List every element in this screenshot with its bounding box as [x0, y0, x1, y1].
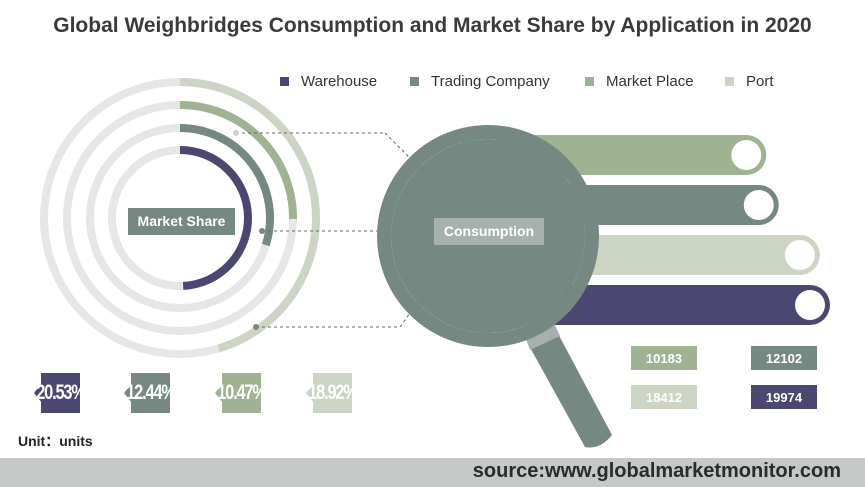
value-box-market-place: 10183: [631, 346, 697, 370]
consumption-bar-cap-trading-company: [743, 190, 774, 220]
chart-title: Global Weighbridges Consumption and Mark…: [53, 14, 812, 37]
market-share-label: Market Share: [138, 213, 226, 229]
magnifier: [377, 125, 612, 448]
market-share-rings: [40, 78, 320, 358]
consumption-label-box: Consumption: [434, 218, 544, 245]
leader-dot-bottom: [253, 324, 259, 330]
legend-item-market-place: Market Place: [585, 73, 725, 90]
legend-item-warehouse: Warehouse: [280, 73, 410, 90]
legend-swatch-trading-company: [410, 77, 419, 86]
consumption-bar-warehouse: [500, 285, 830, 325]
source-text: source:www.globalmarketmonitor.com: [472, 460, 841, 482]
pct-tag-arrow-warehouse: [34, 383, 42, 403]
legend-swatch-warehouse: [280, 77, 289, 86]
leader-line-top-diag: [384, 132, 421, 169]
unit-label: Unit：units: [18, 433, 93, 449]
pct-tag-market-place: 10.47%: [217, 373, 267, 413]
legend-item-port: Port: [725, 73, 865, 90]
ring-arc-port: [179, 78, 320, 353]
legend-label-trading-company: Trading Company: [431, 73, 550, 90]
consumption-bar-cap-port: [784, 240, 815, 270]
ring-arc-market-place: [179, 101, 297, 219]
magnifier-handle: [527, 328, 612, 448]
ring-arc-warehouse: [179, 146, 252, 290]
legend: Warehouse Trading Company Market Place P…: [280, 73, 865, 90]
legend-swatch-port: [725, 77, 734, 86]
consumption-bar-cap-warehouse: [795, 290, 825, 320]
legend-swatch-market-place: [585, 77, 594, 86]
legend-label-port: Port: [746, 73, 774, 90]
pct-tag-arrow-market-place: [215, 383, 223, 403]
magnifier-lens-ring: [377, 125, 599, 347]
pct-tag-arrow-port: [306, 383, 314, 403]
ring-arc-trading-company: [179, 124, 274, 247]
pct-tag-port: 18.92%: [308, 373, 358, 413]
market-share-label-box: Market Share: [128, 208, 235, 235]
leader-dot-top: [233, 130, 239, 136]
pct-tag-arrow-trading-company: [124, 383, 132, 403]
value-box-warehouse: 19974: [751, 385, 817, 409]
consumption-label: Consumption: [444, 223, 534, 239]
pct-tag-warehouse: 20.53%: [36, 373, 86, 413]
legend-label-market-place: Market Place: [606, 73, 694, 90]
leader-dot-mid: [259, 228, 265, 234]
consumption-bar-cap-market-place: [731, 140, 762, 170]
footer-bar: source:www.globalmarketmonitor.com: [0, 458, 865, 487]
legend-label-warehouse: Warehouse: [301, 73, 378, 90]
pct-tag-trading-company: 12.44%: [126, 373, 176, 413]
value-box-trading-company: 12102: [751, 346, 817, 370]
legend-item-trading-company: Trading Company: [410, 73, 585, 90]
value-box-port: 18412: [631, 385, 697, 409]
